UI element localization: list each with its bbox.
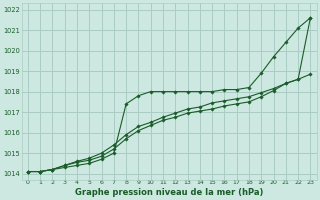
- X-axis label: Graphe pression niveau de la mer (hPa): Graphe pression niveau de la mer (hPa): [75, 188, 263, 197]
